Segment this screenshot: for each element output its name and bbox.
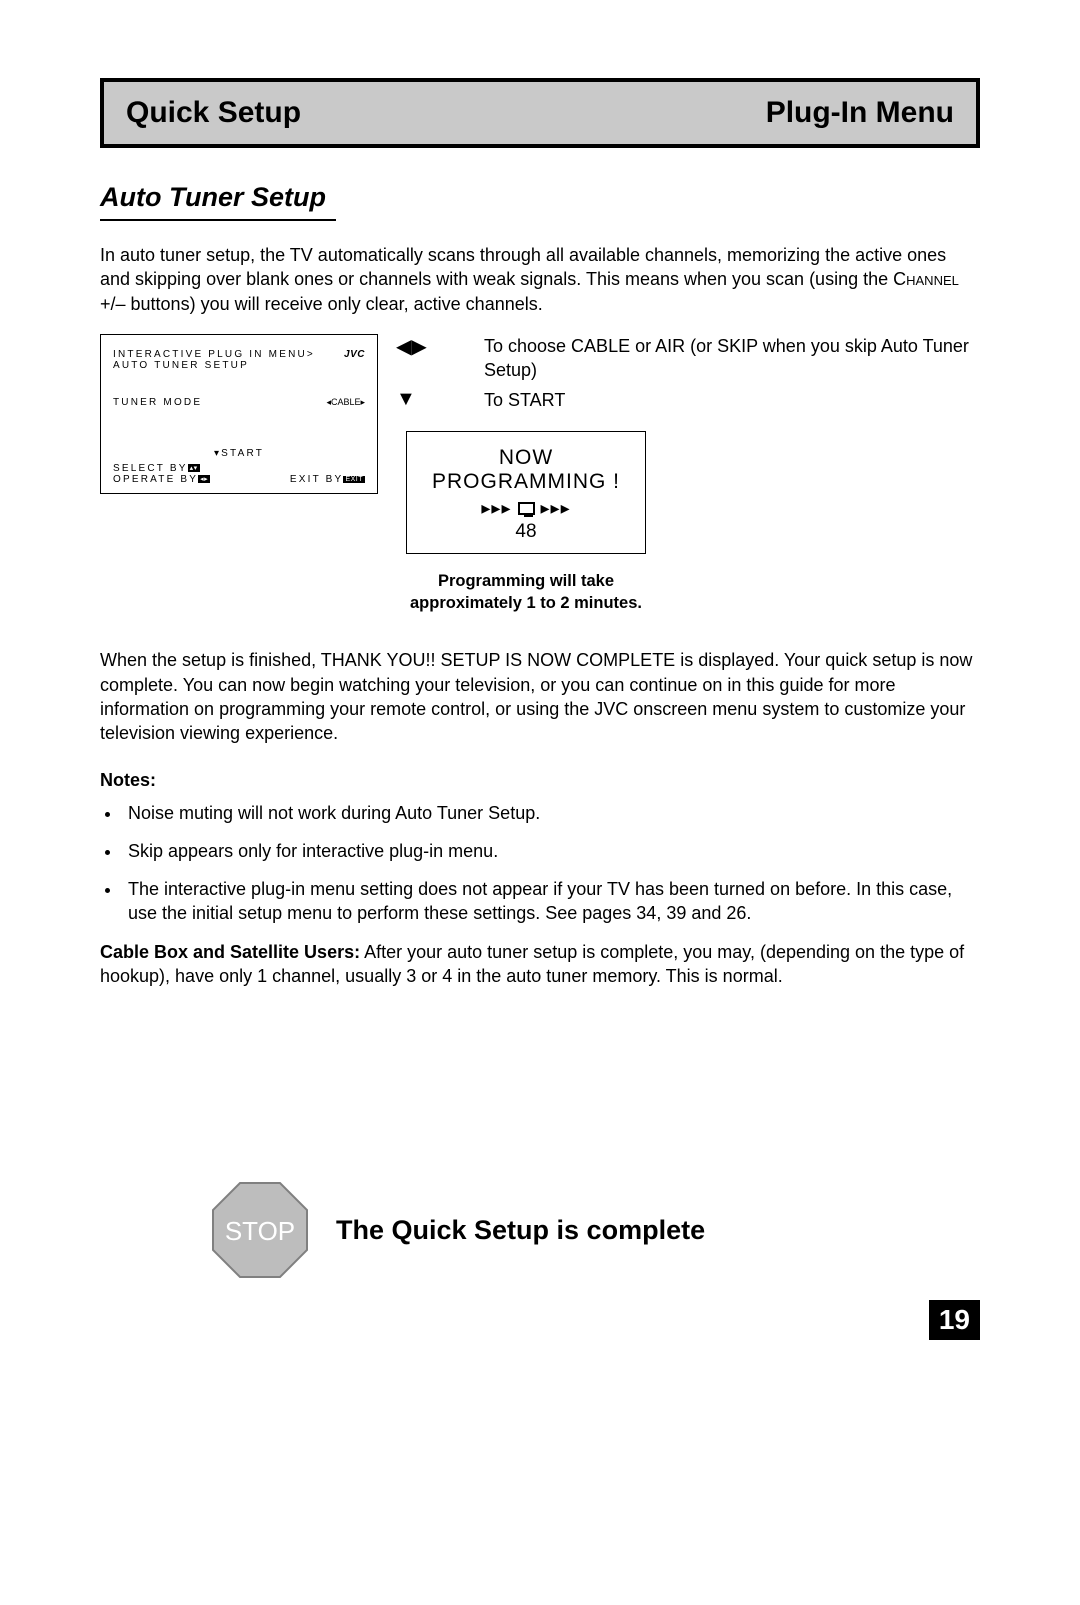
notes-list: Noise muting will not work during Auto T… <box>100 801 980 926</box>
intro-post: +/– buttons) you will receive only clear… <box>100 294 543 314</box>
prog-caption: Programming will take approximately 1 to… <box>396 570 656 615</box>
notes-heading: Notes: <box>100 770 980 791</box>
list-item: Skip appears only for interactive plug-i… <box>122 839 980 863</box>
arrows-right: ▸▸▸ <box>541 498 571 519</box>
stop-text: The Quick Setup is complete <box>336 1215 705 1246</box>
list-item: The interactive plug-in menu setting doe… <box>122 877 980 926</box>
cable-bold: Cable Box and Satellite Users: <box>100 942 360 962</box>
menu-line2: AUTO TUNER SETUP <box>113 360 365 371</box>
tuner-value: ◂CABLE▸ <box>326 397 365 408</box>
operate-box-icon: ◂▸ <box>198 475 210 483</box>
cable-paragraph: Cable Box and Satellite Users: After you… <box>100 940 980 989</box>
intro-pre: In auto tuner setup, the TV automaticall… <box>100 245 946 289</box>
after-paragraph: When the setup is finished, THANK YOU!! … <box>100 648 980 745</box>
stop-sign-icon: STOP <box>210 1180 310 1280</box>
page-number: 19 <box>929 1300 980 1340</box>
section-title: Auto Tuner Setup <box>100 182 336 221</box>
menu-start: ▾START <box>113 448 365 459</box>
prog-icons: ▸▸▸ ▸▸▸ <box>415 498 637 519</box>
prog-programming: PROGRAMMING ! <box>415 470 637 494</box>
header-right: Plug-In Menu <box>766 96 954 130</box>
stop-label: STOP <box>225 1216 295 1246</box>
menu-line1: INTERACTIVE PLUG IN MENU> <box>113 349 315 360</box>
stop-row: STOP The Quick Setup is complete <box>100 1180 980 1280</box>
left-right-icon: ◀▶ <box>396 334 444 383</box>
intro-paragraph: In auto tuner setup, the TV automaticall… <box>100 243 980 316</box>
down-icon: ▼ <box>396 388 444 412</box>
menu-box: INTERACTIVE PLUG IN MENU> JVC AUTO TUNER… <box>100 334 378 494</box>
tuner-label: TUNER MODE <box>113 397 202 408</box>
right-column: ◀▶ To choose CABLE or AIR (or SKIP when … <box>396 334 980 614</box>
exit-box-icon: EXIT <box>343 476 365 483</box>
header-bar: Quick Setup Plug-In Menu <box>100 78 980 148</box>
select-box-icon: ▴▾ <box>188 464 200 472</box>
tv-icon <box>518 502 535 515</box>
prog-number: 48 <box>415 521 637 543</box>
prog-now: NOW <box>415 446 637 470</box>
list-item: Noise muting will not work during Auto T… <box>122 801 980 825</box>
menu-operate: OPERATE BY <box>113 474 198 485</box>
mid-row: INTERACTIVE PLUG IN MENU> JVC AUTO TUNER… <box>100 334 980 614</box>
intro-smallcaps: Channel <box>893 269 959 289</box>
programming-box: NOW PROGRAMMING ! ▸▸▸ ▸▸▸ 48 <box>406 431 646 554</box>
menu-exit: EXIT BY <box>290 474 344 485</box>
header-left: Quick Setup <box>126 96 301 130</box>
down-text: To START <box>484 388 980 412</box>
jvc-logo: JVC <box>344 349 365 360</box>
arrows-left: ▸▸▸ <box>481 498 511 519</box>
menu-select: SELECT BY <box>113 463 188 474</box>
left-right-text: To choose CABLE or AIR (or SKIP when you… <box>484 334 980 383</box>
